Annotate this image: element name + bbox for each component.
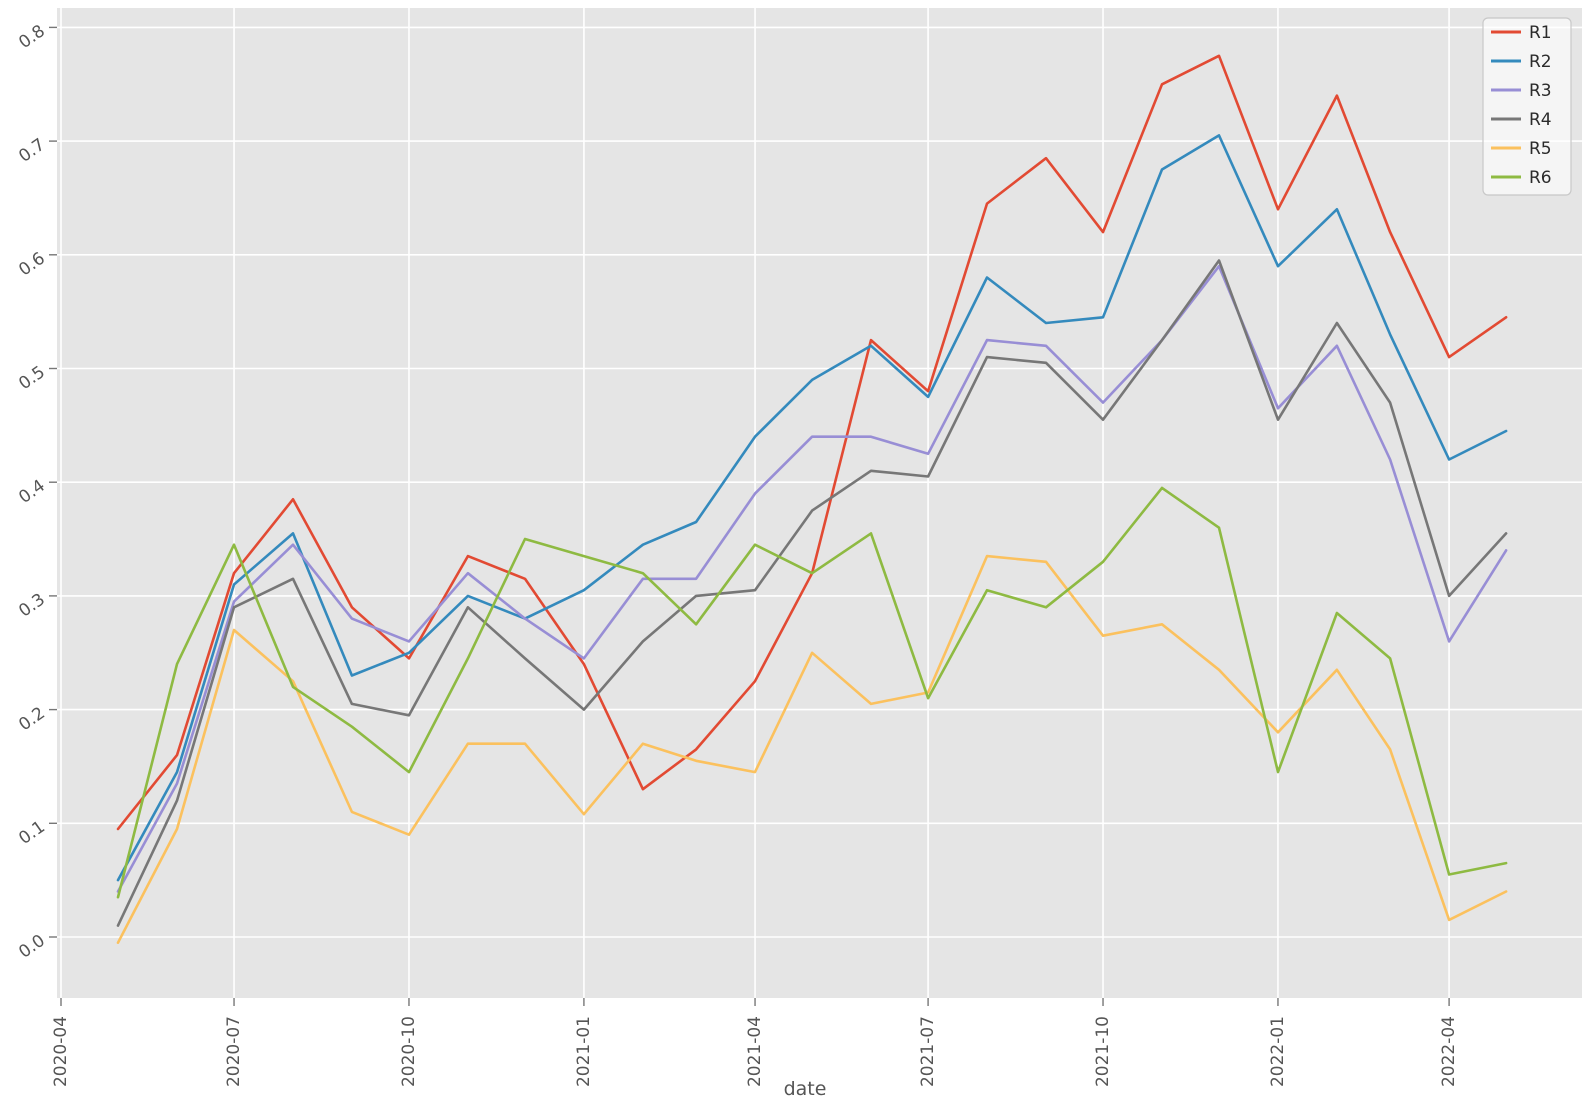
x-tick-label: 2020-10 — [399, 1016, 419, 1087]
legend-label-r4: R4 — [1529, 110, 1552, 130]
y-tick-label: 0.3 — [15, 590, 49, 622]
x-tick-label: 2020-07 — [224, 1016, 244, 1087]
y-tick-label: 0.8 — [15, 21, 49, 53]
legend-label-r3: R3 — [1529, 81, 1552, 101]
series-line-r4 — [116, 259, 1508, 927]
legend: R1 R2 R3 R4 R5 R6 — [1482, 17, 1572, 196]
y-tick-label: 0.7 — [15, 135, 49, 167]
x-axis-label: date — [784, 1078, 827, 1100]
series-line-r3 — [116, 264, 1508, 893]
x-tick-label: 2022-01 — [1268, 1016, 1288, 1087]
y-tick-labels: 0.0 0.1 0.2 0.3 0.4 0.5 0.6 0.7 0.8 — [15, 21, 49, 962]
y-tick-label: 0.4 — [15, 476, 49, 508]
plot-area — [57, 8, 1582, 998]
series-lines — [116, 54, 1508, 945]
y-tick-label: 0.6 — [15, 249, 49, 281]
x-tick-labels: 2020-04 2020-07 2020-10 2021-01 2021-04 2021-… — [51, 1016, 1459, 1087]
x-tick-label: 2021-07 — [918, 1016, 938, 1087]
x-tick-label: 2020-04 — [51, 1016, 71, 1087]
x-tick-label: 2021-10 — [1093, 1016, 1113, 1087]
series-line-r6 — [116, 486, 1508, 899]
x-tick-label: 2021-01 — [574, 1016, 594, 1087]
y-tick-label: 0.1 — [15, 817, 49, 849]
legend-box — [1482, 17, 1572, 196]
y-tick-label: 0.2 — [15, 703, 49, 735]
y-tick-label: 0.0 — [15, 931, 49, 963]
legend-label-r1: R1 — [1529, 23, 1552, 43]
y-tick-label: 0.5 — [15, 362, 49, 394]
series-line-r2 — [116, 134, 1508, 882]
legend-label-r5: R5 — [1529, 139, 1552, 159]
x-tick-label: 2021-04 — [745, 1016, 765, 1087]
x-tick-label: 2022-04 — [1439, 1016, 1459, 1087]
legend-label-r2: R2 — [1529, 52, 1552, 72]
series-line-r5 — [116, 554, 1508, 945]
tick-marks — [49, 26, 1450, 1006]
gridlines — [57, 8, 1582, 998]
legend-label-r6: R6 — [1529, 168, 1552, 188]
